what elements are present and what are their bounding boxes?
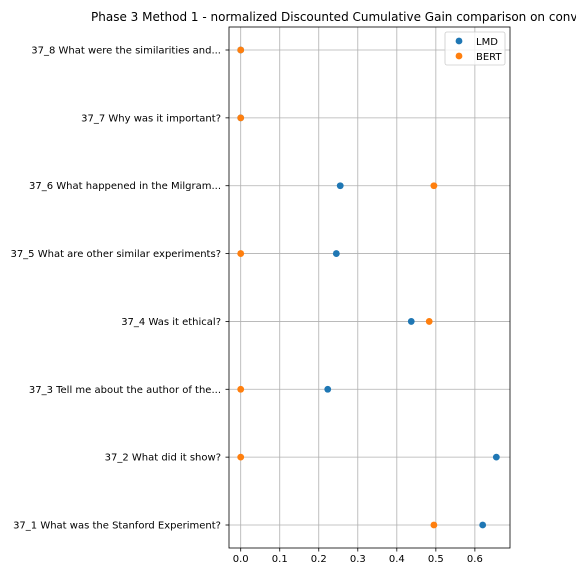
point-lmd <box>324 385 332 393</box>
x-tick-label: 0.5 <box>428 554 444 565</box>
legend: LMD BERT <box>444 31 506 66</box>
y-tick-label: 37_3 Tell me about the author of the... <box>29 385 221 396</box>
x-tick-label: 0.1 <box>272 554 288 565</box>
legend-marker-lmd <box>455 37 463 45</box>
legend-marker-bert <box>455 52 463 60</box>
point-lmd <box>332 250 340 257</box>
point-bert <box>237 453 245 461</box>
x-tick-label: 0.0 <box>233 554 249 565</box>
y-tick-label: 37_6 What happened in the Milgram... <box>29 181 221 192</box>
y-tick-label: 37_4 Was it ethical? <box>121 317 221 328</box>
y-axis: 37_1 What was the Stanford Experiment? 37… <box>10 46 229 532</box>
point-bert <box>237 46 245 54</box>
point-bert <box>430 182 438 190</box>
y-tick-label: 37_7 Why was it important? <box>81 113 221 124</box>
x-tick-label: 0.2 <box>311 554 327 565</box>
data-points <box>237 46 500 529</box>
legend-label-bert: BERT <box>476 52 502 63</box>
x-tick-label: 0.6 <box>467 554 483 565</box>
point-lmd <box>407 318 415 325</box>
x-tick-label: 0.4 <box>389 554 405 565</box>
point-lmd <box>479 521 487 529</box>
point-bert <box>425 318 433 325</box>
x-axis: 0.0 0.1 0.2 0.3 0.4 0.5 0.6 <box>233 548 483 565</box>
x-tick-label: 0.3 <box>350 554 366 565</box>
chart-title: Phase 3 Method 1 - normalized Discounted… <box>91 10 576 24</box>
point-lmd <box>336 182 344 190</box>
point-bert <box>237 250 245 257</box>
point-bert <box>237 114 245 122</box>
point-bert <box>430 521 438 529</box>
plot-frame <box>228 26 511 549</box>
point-lmd <box>492 453 500 461</box>
point-bert <box>237 385 245 393</box>
grid <box>229 27 510 548</box>
y-tick-label: 37_1 What was the Stanford Experiment? <box>13 521 221 532</box>
y-tick-label: 37_5 What are other similar experiments? <box>10 249 221 260</box>
y-tick-label: 37_8 What were the similarities and... <box>31 46 221 57</box>
legend-label-lmd: LMD <box>476 37 498 48</box>
y-tick-label: 37_2 What did it show? <box>105 453 221 464</box>
